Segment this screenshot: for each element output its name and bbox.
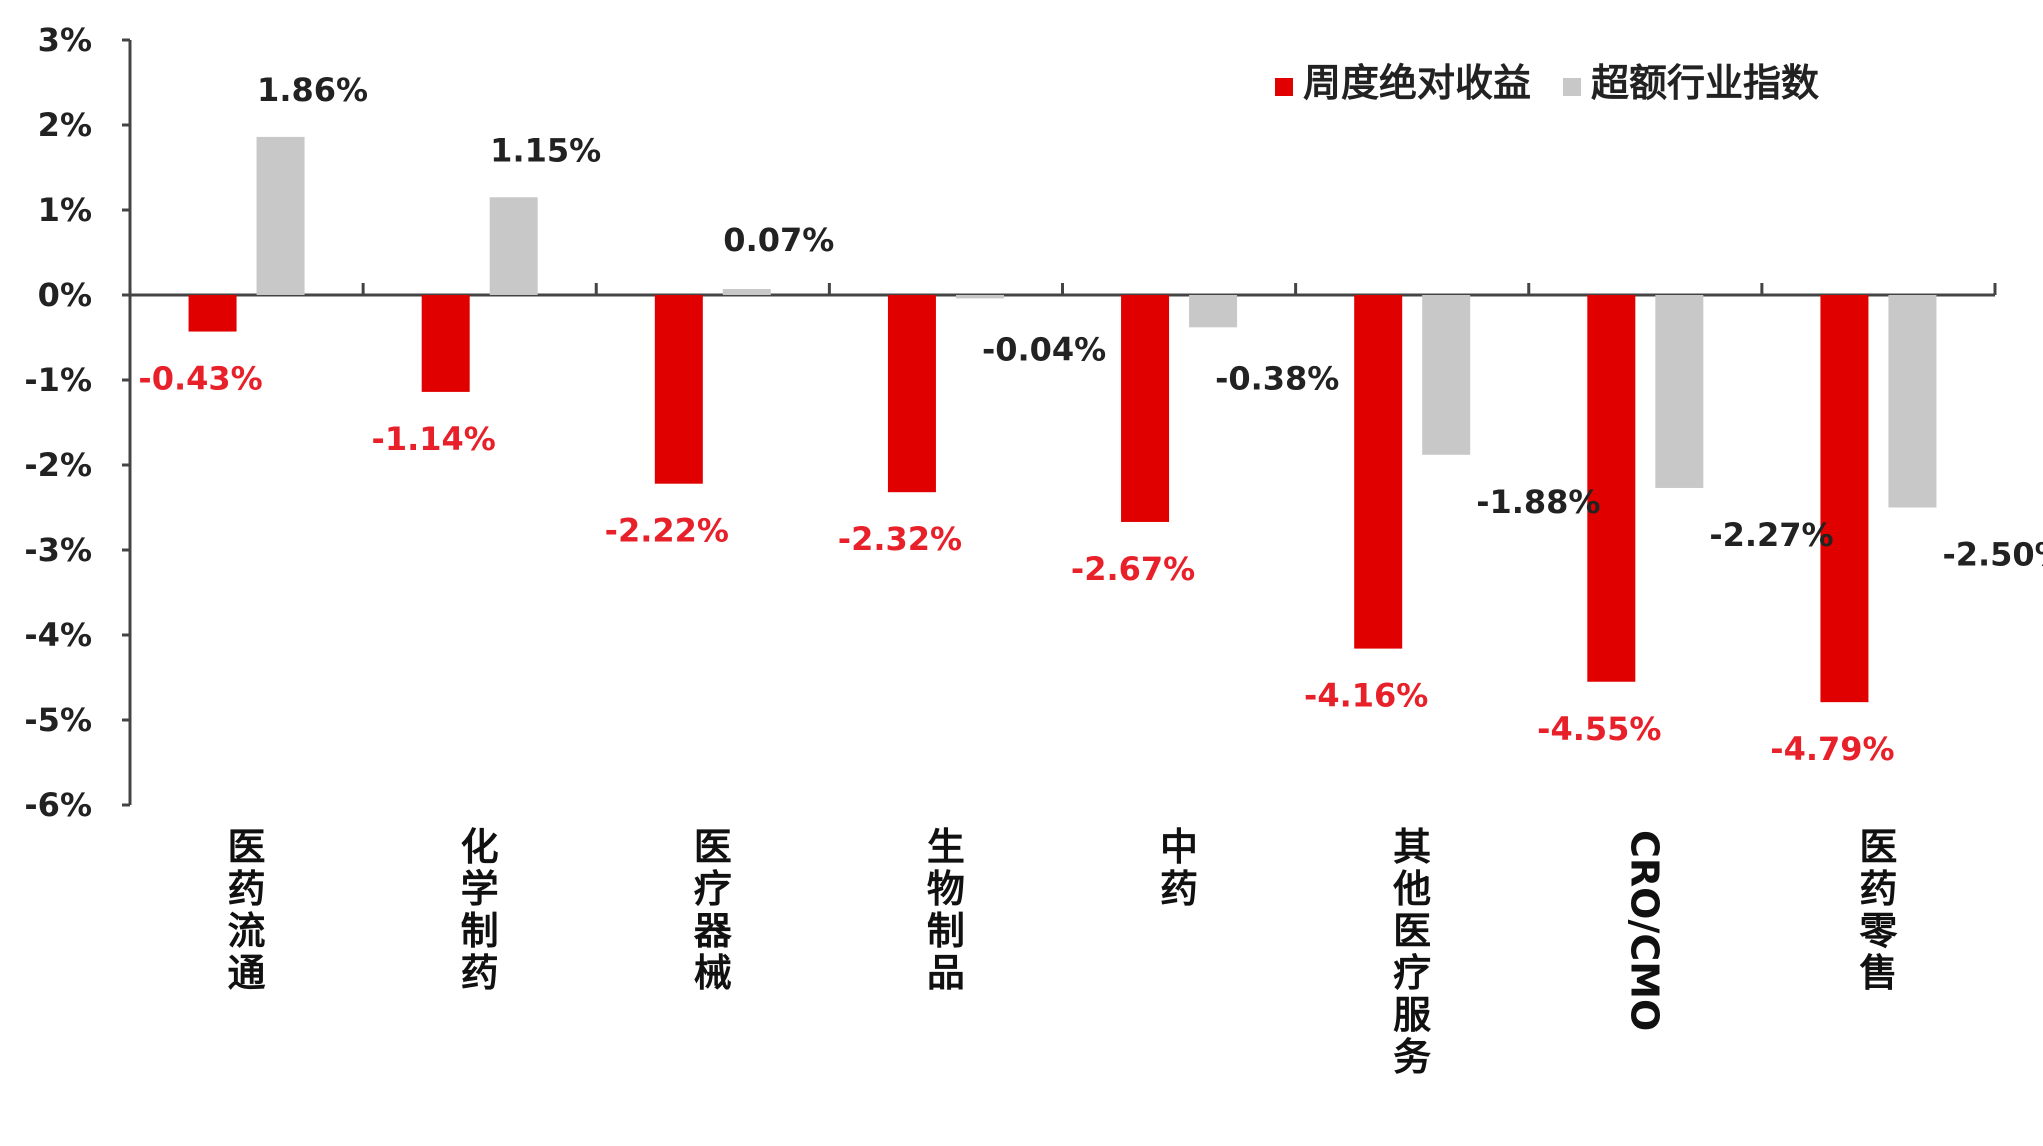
bar-excess-index (1655, 295, 1704, 488)
data-label: -4.55% (1537, 710, 1661, 748)
category-label: 医疗器械 (694, 825, 733, 995)
category-label: 医药流通 (228, 825, 266, 995)
chart-legend: 周度绝对收益 超额行业指数 (1275, 61, 1819, 105)
bar-excess-index (489, 197, 538, 295)
chart-data-labels: -0.43% -1.14% -2.22% -2.32% -2.67% -4.16% -4.5… (138, 71, 2043, 768)
category-label: 其他医疗服务 (1392, 825, 1431, 1079)
legend-label: 超额行业指数 (1591, 61, 1819, 105)
data-label: -0.43% (138, 360, 262, 398)
data-label: 1.86% (257, 71, 368, 109)
category-label: 化学制药 (461, 825, 499, 995)
bar-excess-index (1422, 295, 1471, 455)
bar-absolute-return (421, 295, 470, 392)
bar-excess-index (1189, 295, 1238, 328)
category-label: 生物制品 (927, 825, 965, 995)
data-label: -1.14% (372, 420, 496, 458)
bar-absolute-return (1354, 295, 1403, 649)
data-label: -1.88% (1476, 483, 1600, 521)
chart-bars (188, 136, 1937, 703)
bar-excess-index (955, 295, 1004, 299)
y-tick-label: 0% (38, 276, 92, 314)
legend-swatch (1275, 78, 1293, 96)
data-label: -0.38% (1215, 359, 1339, 397)
y-tick-label: 1% (38, 191, 92, 229)
bar-absolute-return (1587, 295, 1636, 682)
y-tick-label: -6% (24, 786, 92, 824)
y-tick-label: -2% (24, 446, 92, 484)
y-tick-label: -3% (24, 531, 92, 569)
bar-absolute-return (654, 295, 703, 484)
data-label: -2.22% (605, 512, 729, 550)
bar-absolute-return (1121, 295, 1170, 522)
chart-category-labels: 医药流通 化学制药 医疗器械 生物制品 中药 其他医疗服务 CRO/CMO 医药零售 (228, 825, 1899, 1079)
y-tick-label: -1% (24, 361, 92, 399)
data-label: 1.15% (490, 131, 601, 169)
legend-label: 周度绝对收益 (1303, 61, 1531, 105)
y-tick-label: 3% (38, 21, 92, 59)
legend-swatch (1563, 78, 1581, 96)
bar-absolute-return (887, 295, 936, 493)
data-label: -2.27% (1709, 516, 1833, 554)
data-label: -0.04% (982, 330, 1106, 368)
category-label: CRO/CMO (1622, 830, 1666, 1031)
category-label: 中药 (1160, 825, 1198, 911)
bar-absolute-return (1820, 295, 1869, 703)
bar-absolute-return (188, 295, 237, 332)
category-label: 医药零售 (1859, 825, 1898, 995)
data-label: -4.79% (1770, 730, 1894, 768)
bar-excess-index (256, 136, 305, 295)
data-label: -2.50% (1942, 536, 2043, 574)
data-label: -2.67% (1071, 550, 1195, 588)
data-label: 0.07% (723, 221, 834, 259)
data-label: -4.16% (1304, 677, 1428, 715)
data-label: -2.32% (838, 520, 962, 558)
y-tick-label: -4% (24, 616, 92, 654)
y-tick-label: 2% (38, 106, 92, 144)
y-tick-label: -5% (24, 701, 92, 739)
bar-excess-index (1888, 295, 1937, 508)
bar-excess-index (722, 289, 771, 295)
